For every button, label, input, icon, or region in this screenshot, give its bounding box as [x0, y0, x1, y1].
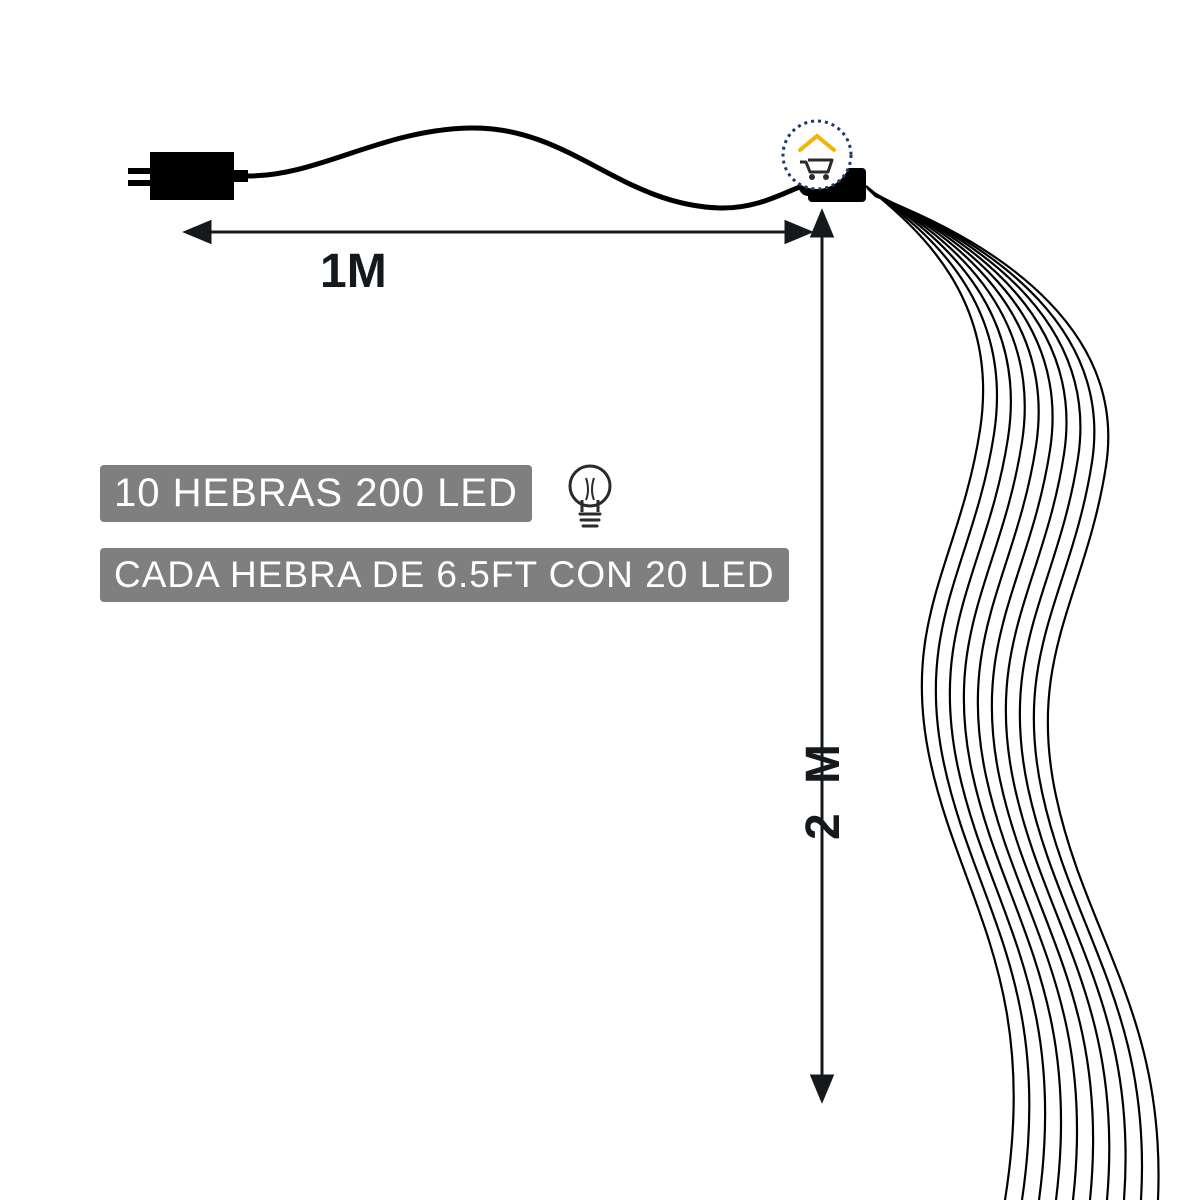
power-cable [248, 128, 808, 208]
spec-strands-label: 10 HEBRAS 200 LED [100, 465, 532, 522]
cable-length-value: 1M [320, 244, 387, 299]
dimension-strand-length [812, 212, 832, 1100]
brand-watermark-icon [780, 118, 854, 192]
spec-strand-detail-label: CADA HEBRA DE 6.5FT CON 20 LED [100, 548, 789, 602]
power-plug-icon [128, 152, 248, 200]
strand-length-value: 2 M [796, 736, 851, 840]
lightbulb-icon [560, 460, 620, 540]
led-strands [866, 186, 1159, 1200]
product-diagram: 10 HEBRAS 200 LED CADA HEBRA DE 6.5FT CO… [0, 0, 1200, 1200]
dimension-cable-length [186, 222, 810, 242]
